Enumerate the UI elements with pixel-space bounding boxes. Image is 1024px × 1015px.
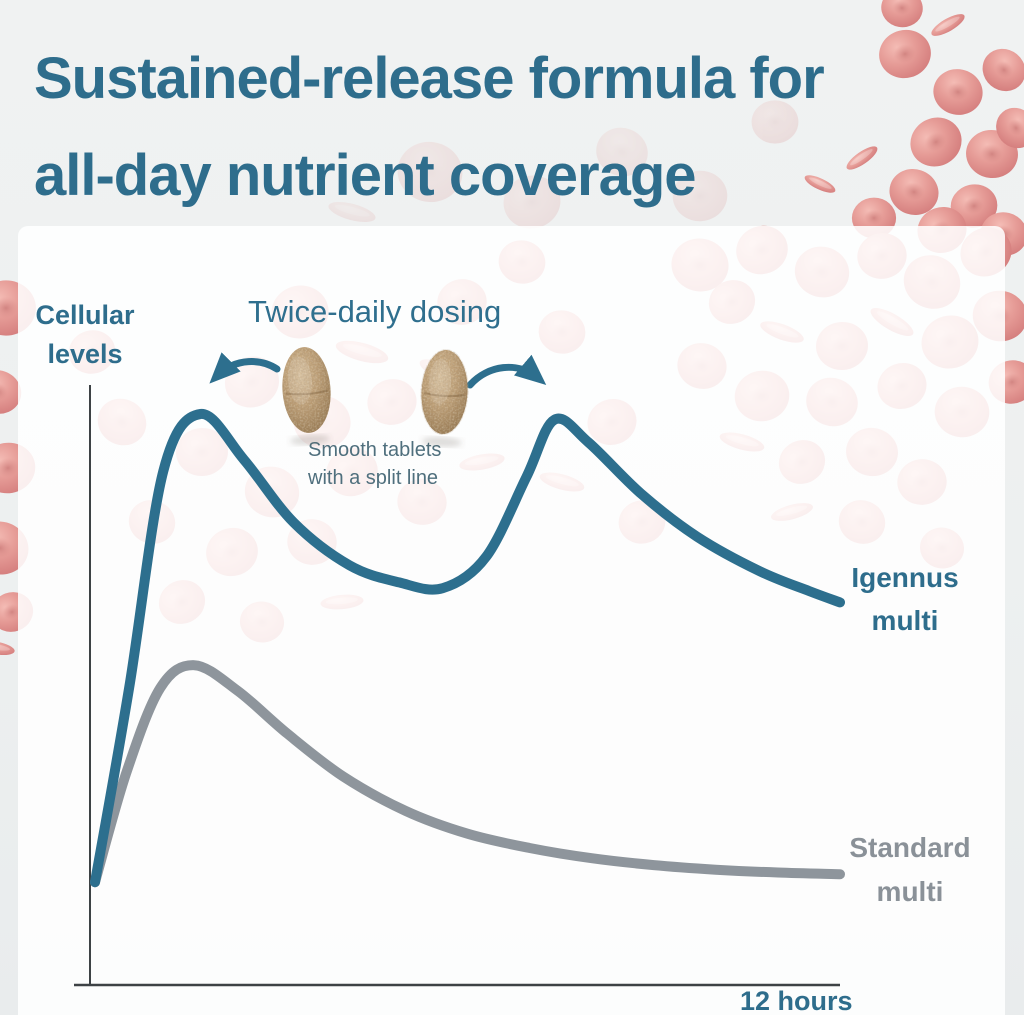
dosing-heading: Twice-daily dosing xyxy=(248,294,502,329)
igennus-multi-curve xyxy=(90,409,845,888)
tablet-icon xyxy=(418,347,471,448)
dose-arrow-right-icon xyxy=(466,354,547,389)
tablet-caption-line-1: Smooth tablets xyxy=(308,439,442,461)
page-title: Sustained-release formula for all-day nu… xyxy=(34,30,825,224)
y-axis-label: Cellular levels xyxy=(35,300,135,369)
dose-arrow-left-icon xyxy=(209,352,281,384)
title-line-1: Sustained-release formula for xyxy=(34,46,825,111)
standard-multi-curve xyxy=(90,660,845,888)
tablet-caption-line-2: with a split line xyxy=(308,467,439,489)
title-line-2: all-day nutrient coverage xyxy=(34,143,697,208)
legend-igennus-multi: Igennus multi xyxy=(851,562,959,636)
tablet-icon xyxy=(279,345,334,446)
chart-panel xyxy=(18,226,1005,1015)
tablet-caption: Smooth tablets with a split line xyxy=(308,436,441,492)
x-axis-label: 12 hours xyxy=(740,986,853,1015)
legend-standard-multi: Standard multi xyxy=(849,832,971,907)
